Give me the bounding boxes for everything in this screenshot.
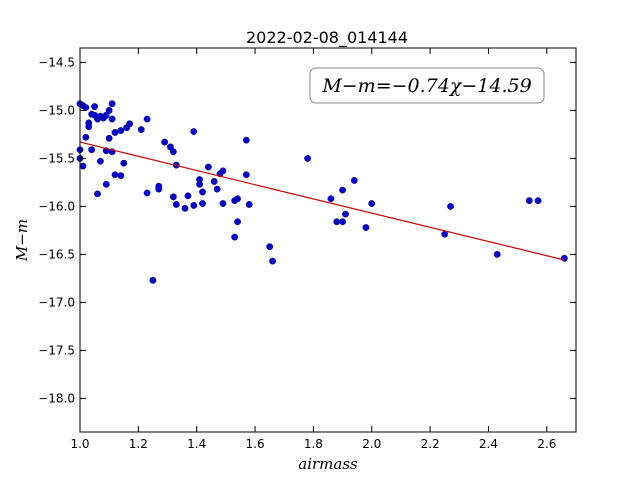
data-point: [105, 134, 113, 142]
y-axis-label: M−m: [13, 219, 31, 262]
data-point: [190, 202, 198, 209]
fit-line: [79, 141, 565, 261]
x-tick-label: 1.8: [304, 437, 323, 451]
data-point: [342, 210, 349, 218]
data-point: [493, 250, 501, 258]
data-point: [447, 202, 454, 210]
data-point: [161, 138, 169, 146]
plot-frame: [79, 47, 577, 433]
data-point: [204, 163, 212, 171]
y-tick-label: −17.5: [38, 343, 75, 357]
data-point: [108, 115, 116, 123]
data-point: [172, 201, 180, 208]
y-tick-label: −14.5: [38, 55, 75, 69]
data-point: [234, 218, 241, 226]
data-point: [196, 180, 204, 188]
data-point: [525, 197, 533, 205]
plot-area: [80, 48, 576, 432]
data-point: [117, 127, 125, 134]
x-tick-label: 2.2: [421, 437, 440, 451]
y-tick-label: −18.0: [38, 391, 75, 405]
data-point: [339, 186, 346, 194]
data-point: [184, 192, 192, 200]
data-point: [111, 129, 119, 136]
fit-equation: M−m=−0.74χ−14.59: [321, 75, 531, 97]
data-point: [534, 197, 542, 205]
data-point: [242, 171, 250, 179]
y-axis-ticks: −14.5 −15.0 −15.5 −16.0 −16.5 −17.0 −17.5 −18.0: [38, 55, 576, 405]
data-point: [199, 188, 206, 196]
y-tick-label: −17.0: [38, 295, 75, 309]
data-point: [333, 218, 341, 226]
x-axis-ticks: 1.0 1.2 1.4 1.6 1.8 2.0 2.2 2.4 2.6: [70, 48, 556, 451]
legend-frame: [309, 67, 545, 104]
data-point: [242, 136, 250, 144]
data-point: [97, 157, 104, 165]
y-tick-label: −16.0: [38, 199, 75, 213]
x-tick-label: 2.4: [479, 437, 498, 451]
x-tick-label: 2.6: [537, 437, 556, 451]
data-point: [143, 115, 151, 123]
fit-legend-box: M−m=−0.74χ−14.59: [309, 67, 545, 104]
data-point: [339, 218, 346, 226]
data-point: [108, 100, 116, 108]
data-point: [245, 201, 253, 208]
x-axis-label: airmass: [298, 455, 358, 473]
data-point: [350, 177, 358, 184]
data-point: [102, 180, 110, 188]
data-point: [88, 146, 96, 154]
x-tick-label: 1.6: [246, 437, 265, 451]
data-point: [266, 243, 274, 251]
chart-title: 2022-02-08_014144: [246, 28, 408, 48]
data-point: [94, 190, 101, 198]
data-point: [213, 185, 221, 193]
data-point: [327, 195, 335, 203]
data-point: [199, 200, 206, 207]
data-point: [210, 178, 218, 185]
fit-line-group: [79, 141, 565, 261]
data-point: [105, 107, 113, 114]
x-tick-label: 2.0: [362, 437, 381, 451]
data-point: [219, 167, 227, 175]
data-point: [169, 148, 177, 156]
data-point: [91, 103, 98, 110]
data-point: [143, 189, 151, 197]
data-point: [560, 254, 568, 262]
data-point: [181, 204, 189, 212]
x-tick-label: 1.2: [129, 437, 148, 451]
data-point: [219, 200, 227, 207]
data-point: [137, 126, 145, 134]
data-point: [117, 172, 125, 180]
data-point: [82, 133, 90, 141]
data-point: [304, 154, 311, 162]
x-tick-label: 1.4: [187, 437, 206, 451]
data-point: [149, 276, 157, 284]
data-point: [234, 195, 241, 203]
data-point: [362, 224, 370, 231]
data-point: [82, 104, 90, 111]
data-point: [269, 257, 276, 265]
data-point: [368, 200, 376, 207]
data-point: [190, 128, 198, 135]
y-tick-label: −15.0: [38, 103, 75, 117]
data-point: [111, 171, 119, 179]
data-point: [85, 123, 93, 131]
data-point: [169, 193, 177, 201]
data-point: [120, 159, 128, 167]
y-tick-label: −16.5: [38, 247, 75, 261]
data-point: [231, 233, 239, 241]
x-tick-label: 1.0: [70, 437, 89, 451]
data-point: [126, 120, 134, 128]
data-point: [155, 182, 163, 190]
y-tick-label: −15.5: [38, 151, 75, 165]
data-point: [79, 162, 87, 170]
